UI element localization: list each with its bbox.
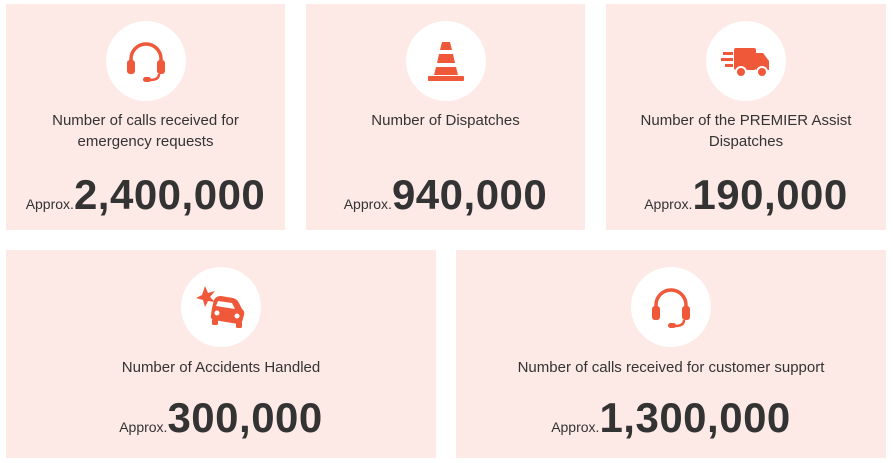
traffic-cone-icon <box>427 42 464 81</box>
stat-label: Number of Dispatches <box>371 112 520 129</box>
stat-label: Number of calls received for customer su… <box>517 359 825 376</box>
stat-prefix: Approx. <box>119 419 168 435</box>
stat-label: Number of the PREMIER Assist Dispatches <box>640 112 852 150</box>
stat-prefix: Approx. <box>343 196 392 212</box>
headset-icon <box>126 42 165 82</box>
icon-circle <box>631 267 711 347</box>
stat-value-row: Approx.940,000 <box>306 170 585 220</box>
stat-prefix: Approx. <box>551 419 600 435</box>
stat-number: 940,000 <box>391 171 548 218</box>
stat-value-row: Approx.190,000 <box>606 170 886 220</box>
stat-value-row: Approx.2,400,000 <box>6 170 285 220</box>
stat-card-accidents: Number of Accidents Handled Approx.300,0… <box>6 250 436 458</box>
stat-card-premier-assist: Number of the PREMIER Assist Dispatches … <box>606 4 886 230</box>
stat-number: 2,400,000 <box>73 171 266 218</box>
icon-circle <box>405 21 486 101</box>
headset-icon <box>652 288 690 328</box>
stat-label: Number of calls received for emergency r… <box>52 112 239 150</box>
stat-number: 300,000 <box>167 394 323 441</box>
delivery-truck-icon <box>721 48 769 78</box>
icon-circle <box>181 267 261 347</box>
stat-number: 1,300,000 <box>599 394 791 441</box>
stat-card-customer-support: Number of calls received for customer su… <box>456 250 886 458</box>
stat-prefix: Approx. <box>25 196 74 212</box>
stat-prefix: Approx. <box>644 196 693 212</box>
icon-circle <box>706 21 786 101</box>
stat-label: Number of Accidents Handled <box>121 359 321 376</box>
stat-card-emergency-calls: Number of calls received for emergency r… <box>6 4 285 230</box>
stat-value-row: Approx.1,300,000 <box>456 393 886 443</box>
stat-number: 190,000 <box>692 171 848 218</box>
icon-circle <box>105 21 186 101</box>
stat-value-row: Approx.300,000 <box>6 393 436 443</box>
stat-card-dispatches: Number of Dispatches Approx.940,000 <box>306 4 585 230</box>
car-crash-icon <box>196 286 245 328</box>
